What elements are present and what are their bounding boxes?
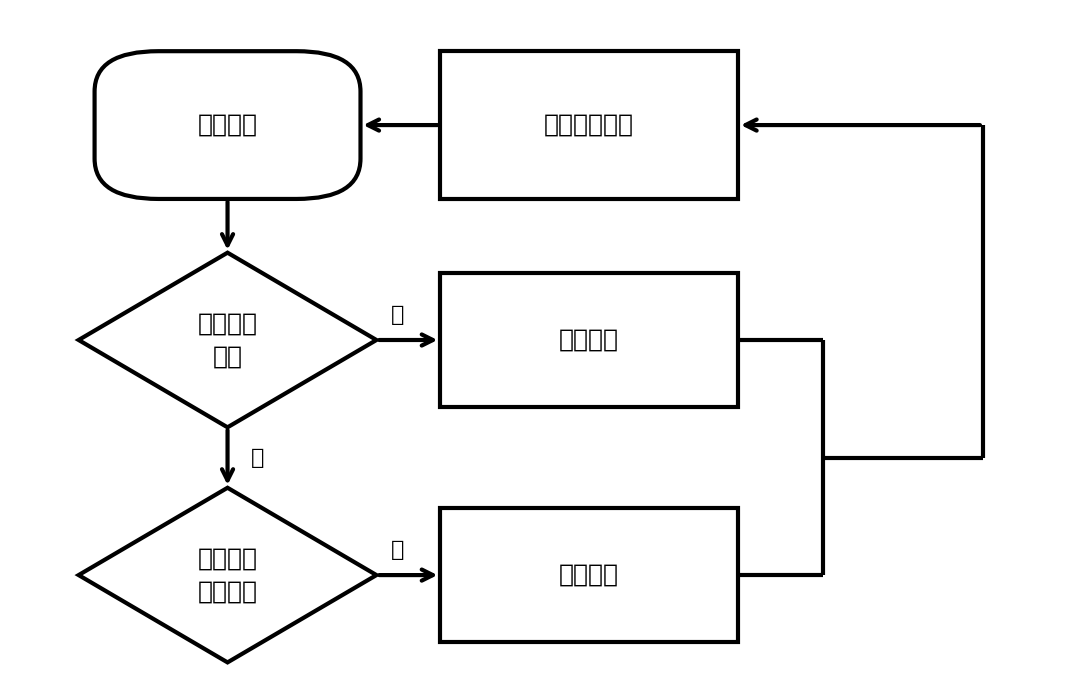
FancyBboxPatch shape — [94, 51, 360, 199]
Text: 否: 否 — [251, 447, 265, 468]
Text: 错误注入: 错误注入 — [197, 113, 257, 137]
Polygon shape — [78, 488, 376, 662]
Text: 能量略小: 能量略小 — [560, 563, 620, 587]
Bar — [441, 273, 739, 407]
Text: 能量过大: 能量过大 — [560, 328, 620, 352]
Text: 是: 是 — [391, 305, 404, 325]
Bar — [441, 508, 739, 642]
Bar — [441, 51, 739, 199]
Text: 芯片是否
正常返回: 芯片是否 正常返回 — [197, 546, 257, 604]
Text: 是: 是 — [391, 541, 404, 560]
Text: 芯片是否
门锁: 芯片是否 门锁 — [197, 311, 257, 369]
Text: 调整能量参数: 调整能量参数 — [545, 113, 635, 137]
Polygon shape — [78, 253, 376, 427]
